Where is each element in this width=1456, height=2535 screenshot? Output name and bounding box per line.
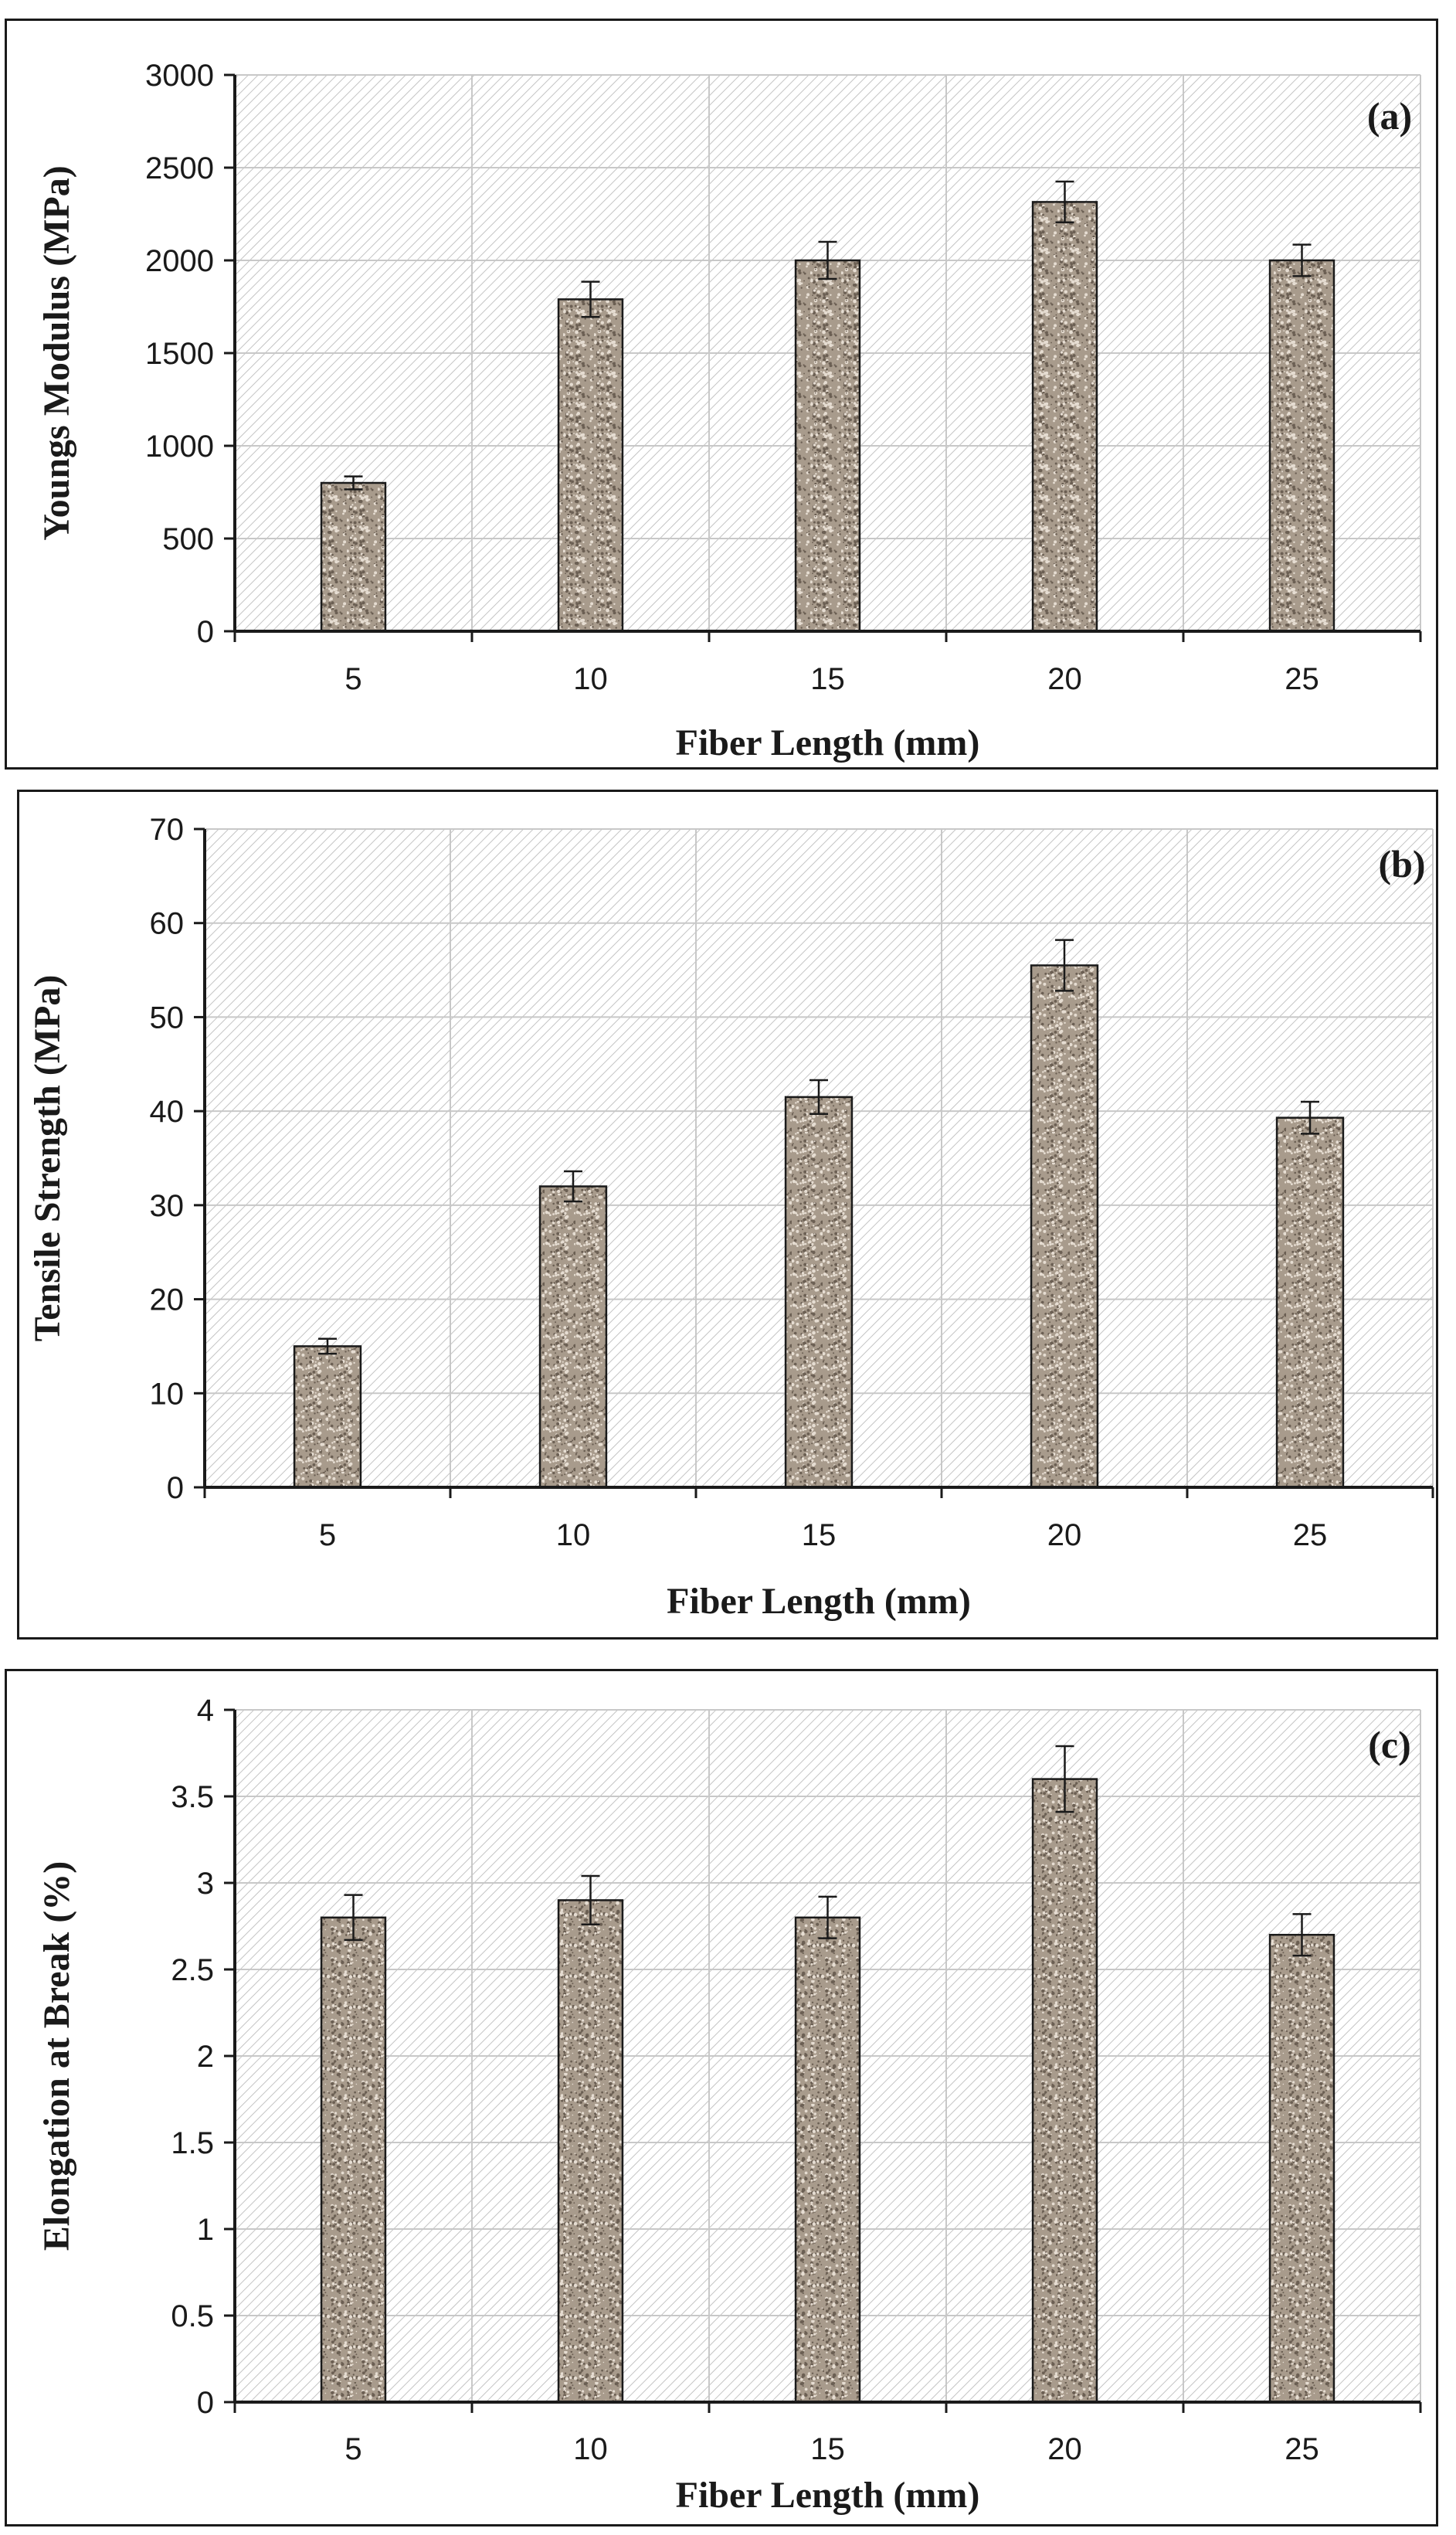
error-bar-10 xyxy=(564,1170,582,1203)
bar-10 xyxy=(557,1899,624,2404)
error-bar-10 xyxy=(581,1874,600,1926)
y-tick-label: 1500 xyxy=(145,337,214,371)
error-bar-20 xyxy=(1055,180,1074,224)
y-tick-label: 1000 xyxy=(145,430,214,464)
x-tick-label-5: 5 xyxy=(319,1518,336,1552)
x-tick-label-25: 25 xyxy=(1285,2432,1319,2466)
bar-20 xyxy=(1031,201,1098,633)
y-tick-label: 60 xyxy=(150,907,185,941)
bar-20 xyxy=(1031,1778,1098,2404)
y-tick-label: 1.5 xyxy=(171,2126,214,2160)
x-tick-label-5: 5 xyxy=(344,662,361,696)
panel-label: (b) xyxy=(1378,842,1425,885)
x-tick-label-20: 20 xyxy=(1047,1518,1082,1552)
x-tick-label-10: 10 xyxy=(573,662,608,696)
y-tick-label: 2 xyxy=(197,2040,214,2074)
y-tick-label: 3.5 xyxy=(171,1780,214,1814)
error-bar-10 xyxy=(581,280,600,318)
y-tick-label: 70 xyxy=(150,813,185,847)
x-tick-label-10: 10 xyxy=(573,2432,608,2466)
y-tick-label: 3000 xyxy=(145,59,214,93)
x-tick-label-25: 25 xyxy=(1285,662,1319,696)
error-bar-25 xyxy=(1292,243,1312,277)
error-bar-25 xyxy=(1292,1913,1312,1957)
x-axis-title: Fiber Length (mm) xyxy=(676,2475,980,2516)
error-bar-15 xyxy=(818,240,837,280)
error-bar-20 xyxy=(1055,1745,1074,1813)
y-axis-title: Tensile Strength (MPa) xyxy=(27,975,68,1342)
chart-a-svg: 0 500 1000 1500 2000 2500 3000 5 10 15 20 25 Fiber L… xyxy=(36,59,1422,763)
y-tick-label: 20 xyxy=(150,1283,185,1317)
y-tick-label: 10 xyxy=(150,1377,185,1411)
y-tick-label: 0 xyxy=(197,615,214,649)
x-tick-label-15: 15 xyxy=(802,1518,837,1552)
y-axis-title: Elongation at Break (%) xyxy=(36,1861,77,2251)
bar-25 xyxy=(1275,1116,1345,1489)
y-tick-label: 30 xyxy=(150,1189,185,1223)
x-tick-label-5: 5 xyxy=(344,2432,361,2466)
y-tick-label: 1 xyxy=(197,2213,214,2247)
x-tick-label-15: 15 xyxy=(810,662,845,696)
chart-c-svg: 0 0.5 1 1.5 2 2.5 3 3.5 4 5 10 15 20 25 Fiber Length (… xyxy=(36,1694,1422,2516)
error-bar-15 xyxy=(818,1895,837,1939)
y-tick-label: 0 xyxy=(197,2386,214,2420)
bar-5 xyxy=(293,1345,362,1489)
chart-panel-a: 0 500 1000 1500 2000 2500 3000 5 10 15 20 25 Fiber L… xyxy=(5,19,1438,770)
error-bar-5 xyxy=(344,1894,363,1942)
chart-b-svg: 0 10 20 30 40 50 60 70 5 10 15 20 25 Fiber Length (mm… xyxy=(27,813,1434,1622)
y-tick-label: 2000 xyxy=(145,244,214,278)
y-tick-label: 4 xyxy=(197,1694,214,1728)
y-tick-label: 0 xyxy=(167,1471,184,1505)
bar-15 xyxy=(794,1916,861,2404)
error-bar-5 xyxy=(344,475,363,491)
bar-25 xyxy=(1268,1933,1336,2404)
error-bar-20 xyxy=(1055,939,1074,992)
x-axis-title: Fiber Length (mm) xyxy=(676,722,980,763)
x-tick-label-20: 20 xyxy=(1047,2432,1082,2466)
y-tick-label: 2500 xyxy=(145,151,214,185)
y-tick-label: 50 xyxy=(150,1001,185,1035)
y-tick-label: 500 xyxy=(162,522,214,556)
y-tick-label: 40 xyxy=(150,1095,185,1129)
panel-label: (a) xyxy=(1367,94,1412,138)
bar-10 xyxy=(538,1185,608,1489)
x-tick-label-10: 10 xyxy=(556,1518,591,1552)
y-tick-label: 3 xyxy=(197,1867,214,1901)
x-tick-label-25: 25 xyxy=(1293,1518,1328,1552)
bar-15 xyxy=(784,1096,854,1489)
y-tick-label: 0.5 xyxy=(171,2299,214,2333)
bar-15 xyxy=(794,259,861,633)
bar-10 xyxy=(557,298,624,633)
bar-5 xyxy=(320,481,387,633)
chart-panel-c: 0 0.5 1 1.5 2 2.5 3 3.5 4 5 10 15 20 25 Fiber Length (… xyxy=(5,1669,1438,2527)
y-axis-title: Youngs Modulus (MPa) xyxy=(36,165,77,540)
x-axis-title: Fiber Length (mm) xyxy=(667,1581,971,1622)
error-bar-15 xyxy=(809,1079,828,1116)
bar-20 xyxy=(1030,964,1099,1489)
y-tick-label: 2.5 xyxy=(171,1953,214,1987)
x-tick-label-15: 15 xyxy=(810,2432,845,2466)
chart-panel-b: 0 10 20 30 40 50 60 70 5 10 15 20 25 Fiber Length (mm… xyxy=(17,790,1438,1640)
panel-label: (c) xyxy=(1368,1723,1411,1766)
bar-5 xyxy=(320,1916,387,2404)
x-tick-label-20: 20 xyxy=(1047,662,1082,696)
bar-25 xyxy=(1268,259,1336,633)
error-bar-5 xyxy=(318,1337,337,1355)
error-bar-25 xyxy=(1301,1100,1319,1135)
